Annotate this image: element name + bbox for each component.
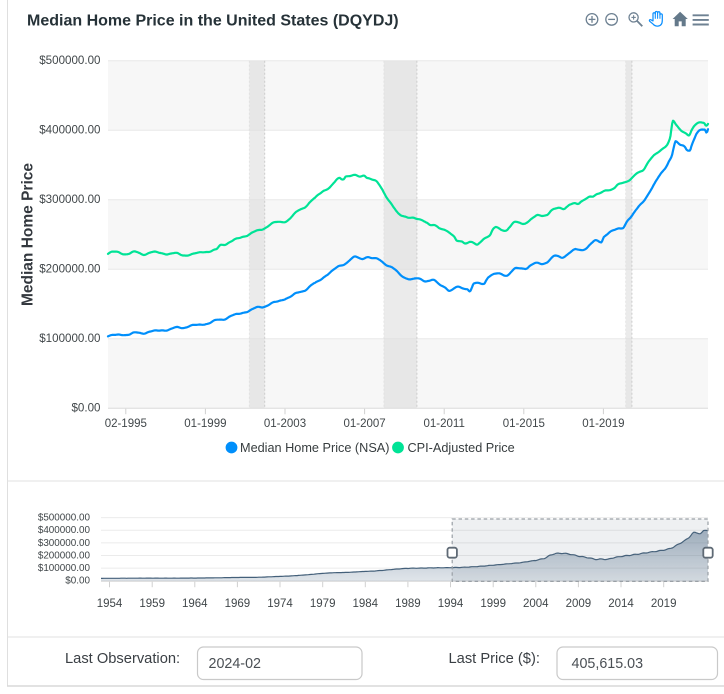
svg-text:1994: 1994 [438,598,464,610]
svg-text:1964: 1964 [182,598,208,610]
svg-text:CPI-Adjusted Price: CPI-Adjusted Price [408,441,515,455]
svg-text:Last Observation:: Last Observation: [65,651,180,667]
svg-text:Median Home Price in the Unite: Median Home Price in the United States (… [27,13,399,30]
svg-text:$0.00: $0.00 [65,576,90,587]
svg-text:1989: 1989 [395,598,421,610]
svg-text:$500000.00: $500000.00 [39,54,100,67]
svg-text:2004: 2004 [523,598,549,610]
svg-text:$300000.00: $300000.00 [39,193,100,206]
svg-text:$0.00: $0.00 [71,402,100,415]
svg-text:405,615.03: 405,615.03 [572,656,644,672]
svg-text:1959: 1959 [139,598,165,610]
svg-text:1979: 1979 [310,598,336,610]
svg-text:2014: 2014 [608,598,634,610]
svg-text:$200000.00: $200000.00 [39,263,100,276]
svg-text:01-1999: 01-1999 [184,418,226,430]
svg-text:1999: 1999 [480,598,506,610]
svg-text:01-2019: 01-2019 [582,418,624,430]
svg-text:1954: 1954 [97,598,123,610]
svg-text:Last Price ($):: Last Price ($): [449,651,540,667]
svg-text:01-2011: 01-2011 [424,418,465,430]
svg-text:01-2007: 01-2007 [343,418,385,430]
svg-text:2019: 2019 [651,598,677,610]
svg-text:$100000.00: $100000.00 [38,563,91,574]
svg-text:$200000.00: $200000.00 [38,551,91,562]
svg-text:1974: 1974 [267,598,293,610]
svg-text:$500000.00: $500000.00 [38,513,91,524]
svg-text:$300000.00: $300000.00 [38,538,91,549]
svg-text:1984: 1984 [353,598,379,610]
svg-text:2009: 2009 [566,598,592,610]
svg-text:$400000.00: $400000.00 [39,124,100,137]
svg-text:$100000.00: $100000.00 [39,332,100,345]
svg-text:Median Home Price: Median Home Price [20,163,37,306]
svg-text:$400000.00: $400000.00 [38,525,91,536]
svg-text:01-2003: 01-2003 [264,418,306,430]
svg-text:01-2015: 01-2015 [503,418,545,430]
svg-text:1969: 1969 [225,598,251,610]
svg-text:02-1995: 02-1995 [105,418,147,430]
svg-text:2024-02: 2024-02 [209,656,262,672]
svg-text:Median Home Price (NSA): Median Home Price (NSA) [240,441,389,455]
